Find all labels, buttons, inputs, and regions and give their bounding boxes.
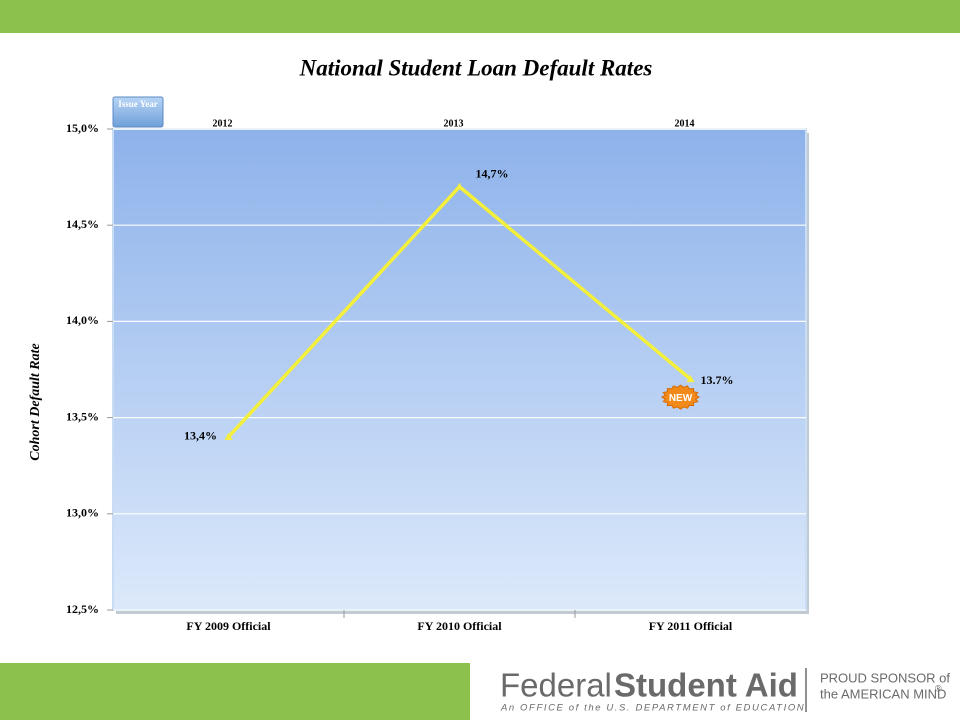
issue-year-label: Issue Year [118, 99, 157, 109]
bottom-bar [0, 663, 470, 720]
sponsor-line1: PROUD SPONSOR of [820, 670, 950, 685]
new-badge-text: NEW [669, 393, 693, 404]
data-point [686, 375, 695, 383]
sponsor-line2: the AMERICAN MIND [820, 686, 946, 701]
y-axis-label: Cohort Default Rate [28, 343, 43, 460]
footer-logo: Federal Student Aid An OFFICE of the U.S… [500, 667, 950, 714]
x-tick-label: FY 2011 Official [649, 619, 733, 633]
chart-title: National Student Loan Default Rates [299, 55, 653, 80]
top-bar [0, 0, 960, 33]
data-label: 13,4% [184, 429, 217, 443]
issue-year: 2014 [675, 118, 695, 129]
brand-light: Federal [500, 667, 612, 704]
data-label: 14,7% [476, 166, 509, 180]
data-point [224, 432, 233, 440]
y-tick-label: 13,0% [66, 506, 99, 520]
registered-mark: ® [935, 683, 942, 693]
tagline: An OFFICE of the U.S. DEPARTMENT of EDUC… [500, 703, 805, 714]
x-tick-label: FY 2009 Official [186, 619, 271, 633]
data-point [455, 182, 464, 190]
issue-year: 2012 [213, 118, 233, 129]
issue-year: 2013 [444, 118, 464, 129]
data-label: 13.7% [701, 373, 734, 387]
plot-area [112, 128, 807, 611]
x-tick-label: FY 2010 Official [417, 619, 502, 633]
y-tick-label: 15,0% [66, 121, 99, 135]
brand-bold: Student Aid [614, 667, 798, 704]
issue-year-button [112, 96, 164, 128]
new-badge [660, 384, 701, 410]
y-tick-label: 12,5% [66, 602, 99, 616]
chart: 12,5% 13,0% 13,5% 14,0% 14,5% 15,0% FY 2009 Of… [66, 118, 806, 633]
y-tick-label: 13,5% [66, 409, 99, 423]
y-tick-label: 14,0% [66, 313, 99, 327]
y-tick-label: 14,5% [66, 217, 99, 231]
